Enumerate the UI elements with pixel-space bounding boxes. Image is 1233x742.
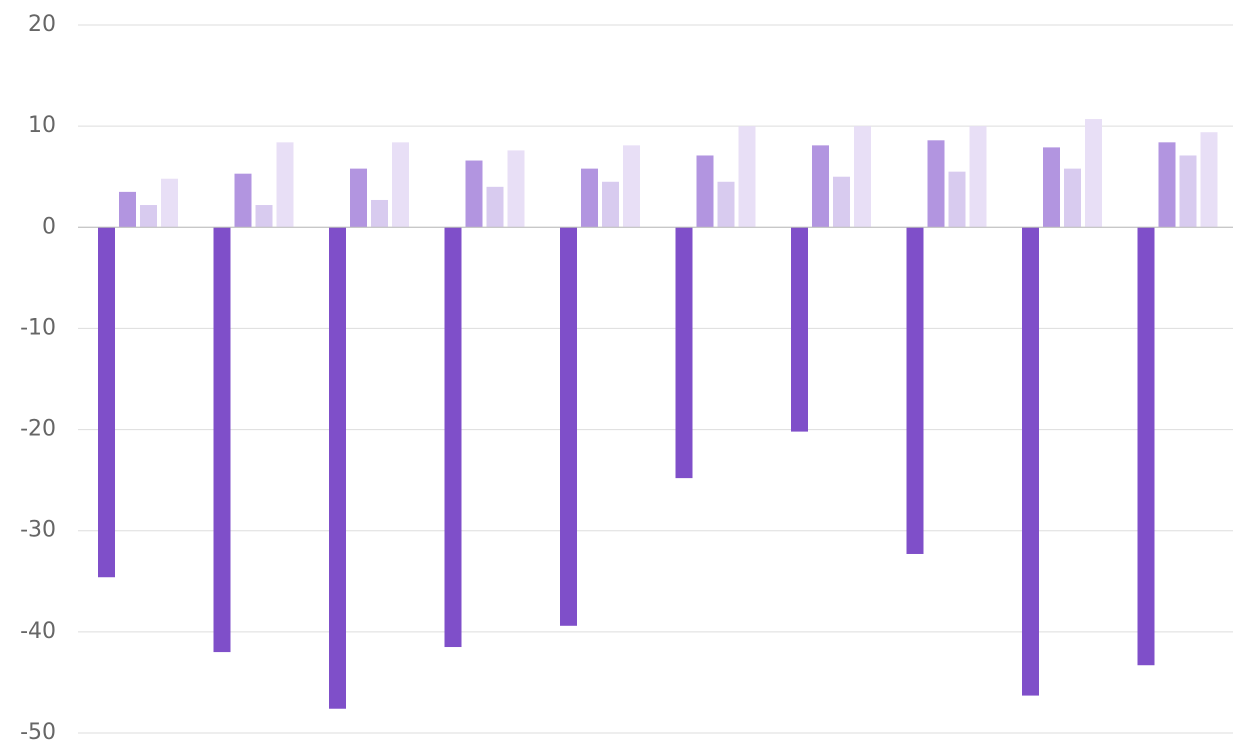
bar — [350, 168, 367, 228]
bar — [1158, 142, 1176, 228]
y-tick-label: -20 — [20, 417, 56, 442]
bar — [602, 181, 619, 228]
bar — [392, 142, 409, 228]
y-tick-label: -40 — [20, 619, 56, 644]
bar — [927, 140, 945, 228]
bar — [465, 160, 483, 228]
bar — [738, 126, 756, 228]
bar — [371, 199, 388, 228]
bar — [444, 227, 462, 648]
bar — [507, 150, 525, 228]
bar — [969, 126, 987, 228]
bar — [675, 227, 693, 479]
bar — [161, 178, 178, 228]
y-tick-label: 0 — [42, 214, 56, 239]
bar — [276, 142, 294, 228]
bar — [560, 227, 577, 626]
bar — [696, 155, 714, 228]
bar — [812, 145, 829, 228]
bar — [581, 168, 598, 228]
bar — [119, 191, 136, 228]
y-tick-label: -10 — [20, 315, 56, 340]
bar — [329, 227, 346, 709]
bar — [1064, 168, 1081, 228]
bar — [623, 145, 640, 228]
bar — [213, 227, 231, 653]
bar — [1200, 132, 1218, 228]
y-tick-label: 20 — [28, 12, 56, 37]
bar — [906, 227, 924, 554]
bar — [854, 126, 871, 228]
bar — [833, 176, 850, 228]
bar — [717, 181, 735, 228]
bar — [234, 173, 252, 228]
bar — [255, 205, 273, 228]
bar — [1179, 155, 1197, 228]
bar — [1043, 147, 1060, 228]
y-tick-label: -50 — [20, 720, 56, 742]
bar — [1085, 119, 1102, 228]
y-tick-label: 10 — [28, 113, 56, 138]
bar — [791, 227, 808, 432]
bar — [1022, 227, 1039, 696]
bar — [486, 186, 504, 228]
bar — [98, 227, 115, 578]
bar — [1137, 227, 1155, 666]
y-tick-label: -30 — [20, 518, 56, 543]
bar — [140, 205, 157, 228]
bar — [948, 171, 966, 228]
